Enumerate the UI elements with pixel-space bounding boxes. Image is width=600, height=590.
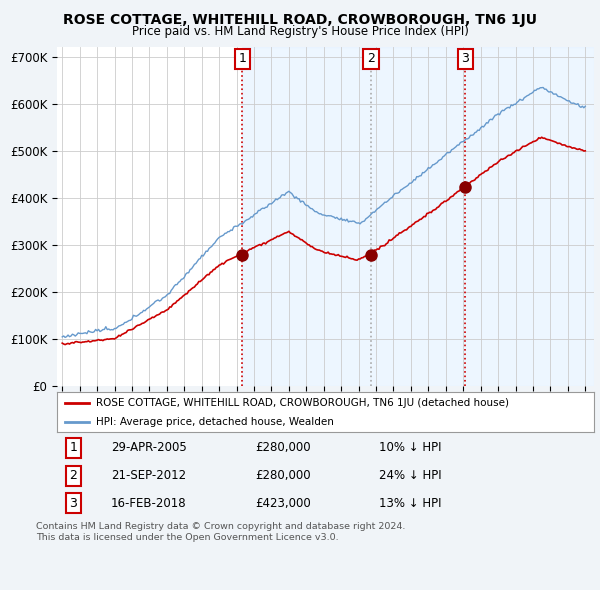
Text: 10% ↓ HPI: 10% ↓ HPI [379, 441, 442, 454]
Text: £423,000: £423,000 [256, 497, 311, 510]
Text: 1: 1 [238, 53, 246, 65]
Text: 24% ↓ HPI: 24% ↓ HPI [379, 469, 442, 482]
Text: HPI: Average price, detached house, Wealden: HPI: Average price, detached house, Weal… [95, 417, 334, 427]
Text: 29-APR-2005: 29-APR-2005 [111, 441, 187, 454]
Text: 3: 3 [461, 53, 469, 65]
Text: 1: 1 [69, 441, 77, 454]
Bar [242, 47, 594, 386]
Text: 13% ↓ HPI: 13% ↓ HPI [379, 497, 442, 510]
Text: ROSE COTTAGE, WHITEHILL ROAD, CROWBOROUGH, TN6 1JU (detached house): ROSE COTTAGE, WHITEHILL ROAD, CROWBOROUG… [95, 398, 509, 408]
Text: 21-SEP-2012: 21-SEP-2012 [111, 469, 186, 482]
Text: £280,000: £280,000 [256, 441, 311, 454]
Text: 16-FEB-2018: 16-FEB-2018 [111, 497, 187, 510]
Text: Contains HM Land Registry data © Crown copyright and database right 2024.
This d: Contains HM Land Registry data © Crown c… [36, 522, 406, 542]
Text: 3: 3 [69, 497, 77, 510]
Text: £280,000: £280,000 [256, 469, 311, 482]
Text: 2: 2 [69, 469, 77, 482]
Text: Price paid vs. HM Land Registry's House Price Index (HPI): Price paid vs. HM Land Registry's House … [131, 25, 469, 38]
Text: 2: 2 [367, 53, 375, 65]
Text: ROSE COTTAGE, WHITEHILL ROAD, CROWBOROUGH, TN6 1JU: ROSE COTTAGE, WHITEHILL ROAD, CROWBOROUG… [63, 13, 537, 27]
